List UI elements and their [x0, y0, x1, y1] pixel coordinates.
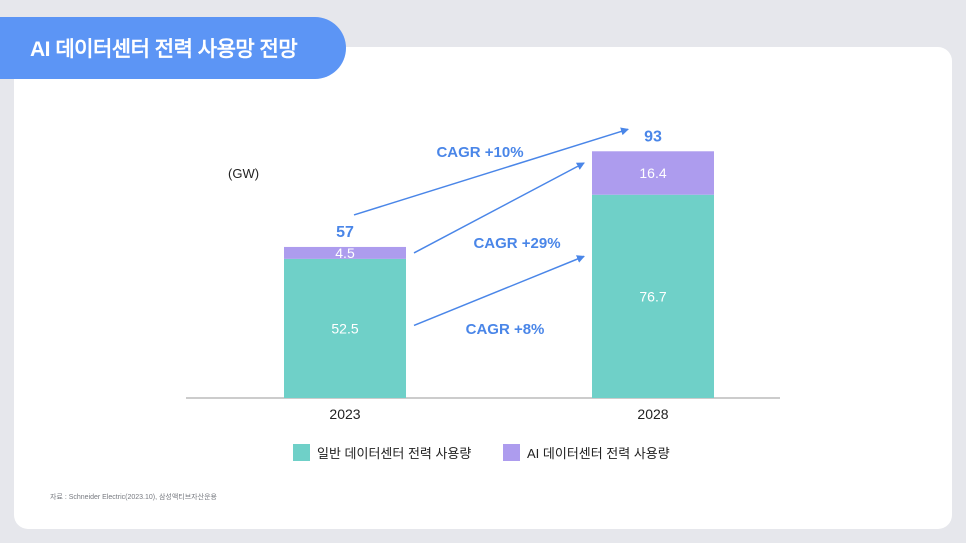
x-tick-2023: 2023: [329, 406, 360, 422]
bar-2023-series-1: [284, 258, 406, 398]
cagr-label-2: CAGR +29%: [473, 235, 560, 252]
total-label-2028: 93: [644, 128, 662, 145]
data-label-2028-series-1: 76.7: [639, 288, 666, 304]
legend-label-1: 일반 데이터센터 전력 사용량: [317, 446, 471, 461]
bar-2028-series-2: [592, 151, 714, 195]
data-label-2028-series-2: 16.4: [639, 165, 666, 181]
cagr-arrow-3: [413, 255, 585, 327]
cagr-arrow-2: [413, 162, 585, 254]
cagr-label-3: CAGR +8%: [466, 321, 545, 338]
data-label-2023-series-2: 4.5: [335, 245, 355, 261]
unit-label: (GW): [228, 166, 259, 181]
total-label-2023: 57: [336, 224, 354, 241]
bar-2023-series-2: [284, 246, 406, 259]
chart-card: [14, 47, 952, 529]
page-title: AI 데이터센터 전력 사용망 전망: [0, 17, 346, 79]
legend-label-2: AI 데이터센터 전력 사용량: [527, 446, 670, 461]
cagr-arrow-1: [353, 127, 629, 216]
legend-swatch-2: [503, 444, 520, 461]
data-label-2023-series-1: 52.5: [331, 320, 358, 336]
x-tick-2028: 2028: [637, 406, 668, 422]
cagr-label-1: CAGR +10%: [436, 144, 523, 161]
legend-swatch-1: [293, 444, 310, 461]
source-note: 자료 : Schneider Electric(2023.10), 삼성액티브자…: [50, 494, 217, 501]
bar-2028-series-1: [592, 194, 714, 398]
